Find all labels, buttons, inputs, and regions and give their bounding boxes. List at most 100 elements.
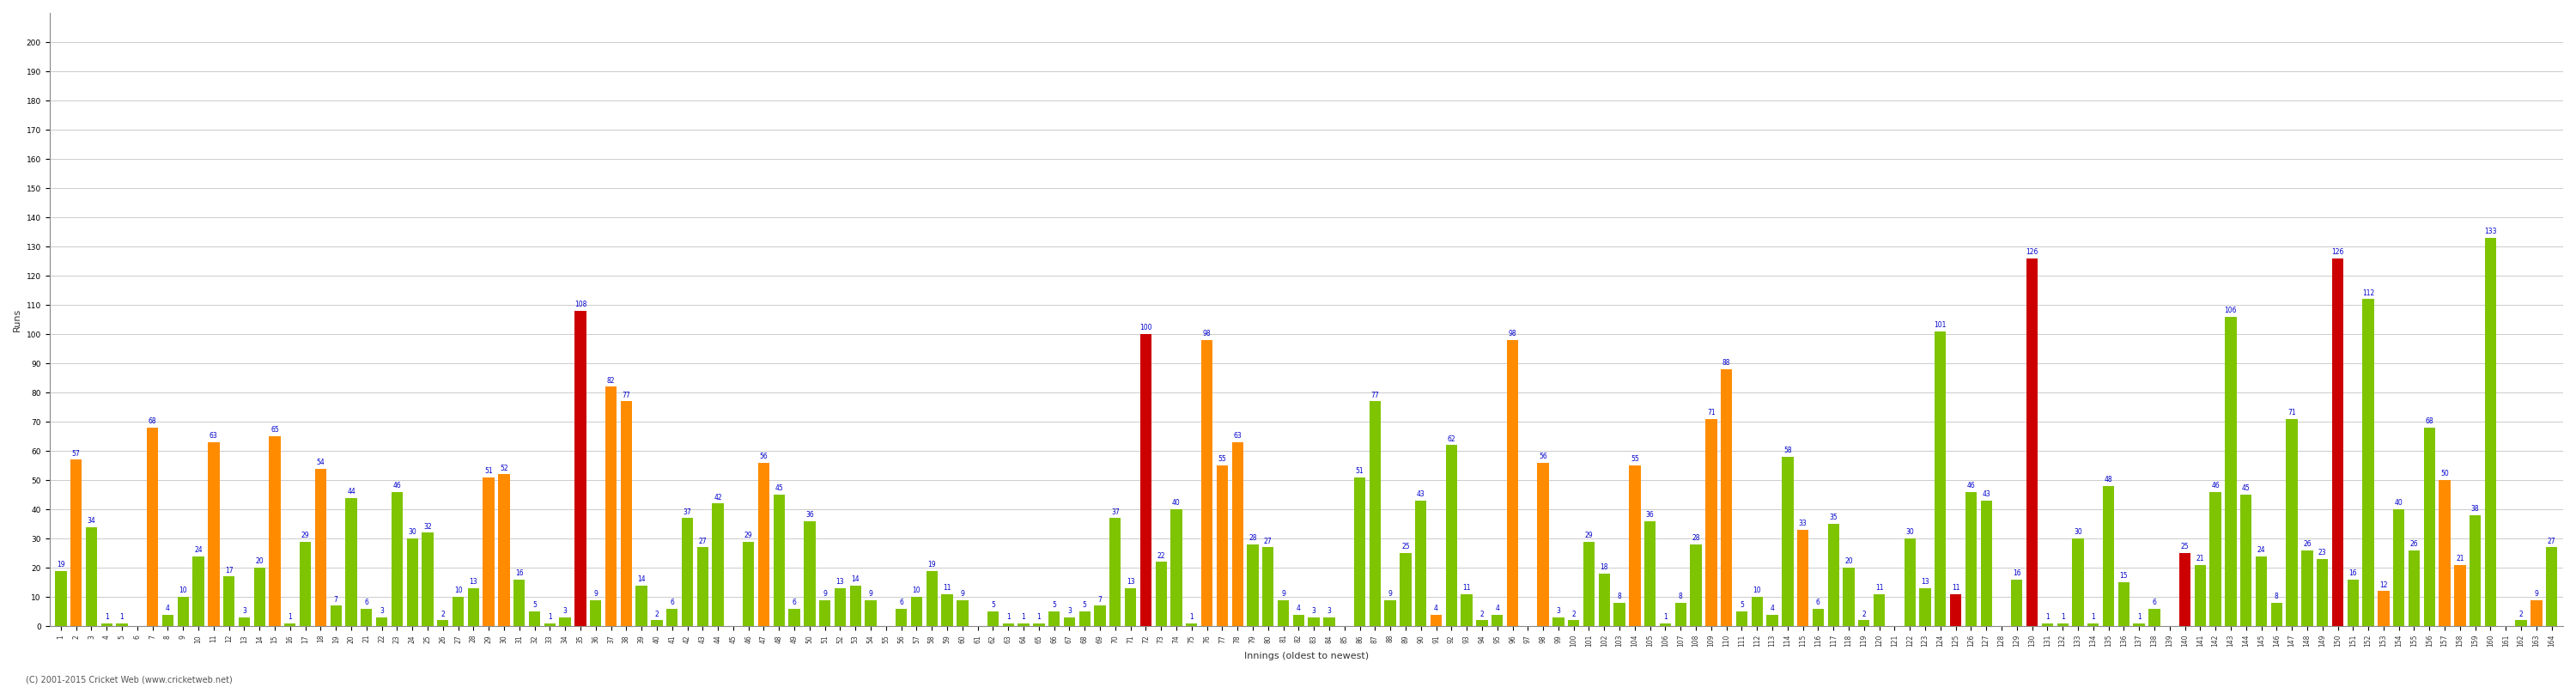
Bar — [178, 597, 188, 627]
Bar — [2027, 258, 2038, 627]
Text: 101: 101 — [1935, 321, 1947, 329]
Text: 29: 29 — [1584, 532, 1592, 539]
Bar — [224, 576, 234, 627]
Text: 1: 1 — [121, 613, 124, 621]
Bar — [1185, 623, 1198, 627]
Text: 26: 26 — [2411, 540, 2419, 548]
Text: 56: 56 — [1538, 453, 1548, 460]
Bar — [482, 477, 495, 627]
Bar — [2530, 600, 2543, 627]
Bar — [2148, 609, 2161, 627]
Bar — [835, 588, 845, 627]
Text: 63: 63 — [209, 432, 219, 440]
Text: 3: 3 — [242, 607, 247, 615]
Bar — [2362, 299, 2375, 627]
Text: 3: 3 — [379, 607, 384, 615]
Bar — [299, 541, 312, 627]
Bar — [1584, 541, 1595, 627]
Text: 22: 22 — [1157, 552, 1164, 560]
Text: 4: 4 — [1435, 605, 1437, 612]
Text: 54: 54 — [317, 458, 325, 466]
Bar — [1569, 620, 1579, 627]
Text: 16: 16 — [515, 570, 523, 577]
Text: 5: 5 — [1739, 602, 1744, 609]
Bar — [1783, 457, 1793, 627]
Text: 133: 133 — [2483, 227, 2496, 236]
Bar — [544, 623, 556, 627]
Bar — [438, 620, 448, 627]
Bar — [513, 580, 526, 627]
Bar — [1018, 623, 1030, 627]
Bar — [422, 532, 433, 627]
Text: 77: 77 — [621, 392, 631, 399]
Text: 55: 55 — [1218, 455, 1226, 463]
Text: 6: 6 — [793, 598, 796, 607]
Bar — [1262, 548, 1273, 627]
Bar — [1095, 606, 1105, 627]
Text: 8: 8 — [1618, 593, 1620, 600]
Bar — [407, 539, 417, 627]
Bar — [376, 618, 386, 627]
Text: 65: 65 — [270, 427, 278, 434]
Bar — [2257, 556, 2267, 627]
Bar — [2331, 258, 2344, 627]
Text: (C) 2001-2015 Cricket Web (www.cricketweb.net): (C) 2001-2015 Cricket Web (www.cricketwe… — [26, 675, 232, 684]
Text: 34: 34 — [88, 517, 95, 525]
Text: 40: 40 — [1172, 499, 1180, 507]
Text: 1: 1 — [2061, 613, 2066, 621]
Text: 37: 37 — [1110, 508, 1121, 516]
Bar — [193, 556, 204, 627]
Text: 30: 30 — [407, 528, 417, 537]
Text: 5: 5 — [533, 602, 536, 609]
Text: 2: 2 — [654, 610, 659, 618]
Bar — [2316, 559, 2329, 627]
Bar — [209, 442, 219, 627]
Bar — [85, 527, 98, 627]
Bar — [1600, 574, 1610, 627]
Bar — [2226, 317, 2236, 627]
Text: 1: 1 — [1036, 613, 1041, 621]
Text: 82: 82 — [608, 376, 616, 385]
Text: 63: 63 — [1234, 432, 1242, 440]
Bar — [1064, 618, 1074, 627]
Text: 13: 13 — [837, 578, 845, 586]
Bar — [2195, 565, 2205, 627]
Bar — [1538, 462, 1548, 627]
Bar — [2300, 550, 2313, 627]
Text: 43: 43 — [1417, 491, 1425, 498]
Bar — [1829, 524, 1839, 627]
Bar — [652, 620, 662, 627]
Bar — [1216, 466, 1229, 627]
Bar — [283, 623, 296, 627]
Text: 45: 45 — [775, 485, 783, 493]
Bar — [1231, 442, 1244, 627]
Text: 3: 3 — [1311, 607, 1316, 615]
Text: 62: 62 — [1448, 435, 1455, 443]
Bar — [773, 495, 786, 627]
Text: 50: 50 — [2439, 470, 2450, 478]
Text: 19: 19 — [57, 561, 64, 568]
Bar — [1399, 553, 1412, 627]
Text: 1: 1 — [1007, 613, 1010, 621]
Bar — [1857, 620, 1870, 627]
Text: 11: 11 — [1953, 584, 1960, 592]
Bar — [330, 606, 343, 627]
Bar — [1110, 518, 1121, 627]
Bar — [2087, 623, 2099, 627]
Text: 6: 6 — [899, 598, 904, 607]
Bar — [1492, 615, 1502, 627]
Bar — [1643, 521, 1656, 627]
Text: 10: 10 — [912, 587, 920, 595]
Bar — [804, 521, 817, 627]
Bar — [2455, 565, 2465, 627]
Text: 11: 11 — [943, 584, 951, 592]
Bar — [987, 611, 999, 627]
Text: 27: 27 — [1265, 537, 1273, 545]
Bar — [1981, 501, 1991, 627]
Text: 6: 6 — [670, 598, 675, 607]
Text: 14: 14 — [850, 575, 860, 583]
Text: 68: 68 — [2424, 418, 2434, 425]
Text: 32: 32 — [422, 523, 433, 530]
Text: 7: 7 — [335, 596, 337, 603]
Text: 57: 57 — [72, 450, 80, 458]
